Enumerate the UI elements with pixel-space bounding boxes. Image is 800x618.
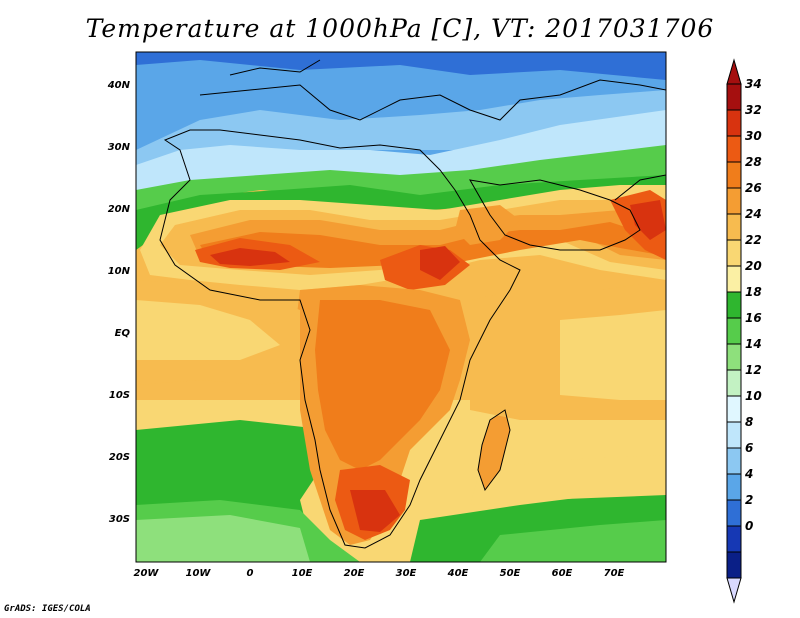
lat-label: 40N [107, 80, 131, 91]
colorbar-segment [726, 291, 742, 319]
colorbar-level-label: 16 [745, 311, 762, 325]
lat-label: EQ [115, 328, 131, 339]
colorbar-segment [726, 109, 742, 137]
colorbar-level-label: 18 [745, 285, 762, 299]
colorbar-low-arrow [726, 577, 742, 604]
colorbar-level-label: 30 [745, 129, 762, 143]
lon-label: 60E [552, 568, 573, 579]
lon-label: 20W [134, 568, 160, 579]
colorbar-level-label: 20 [745, 259, 762, 273]
lat-label: 30S [109, 514, 130, 525]
colorbar-segment [726, 369, 742, 397]
colorbar-level-label: 34 [745, 77, 762, 91]
colorbar-segment [726, 525, 742, 553]
colorbar-level-label: 2 [745, 493, 753, 507]
colorbar-segment [726, 187, 742, 215]
colorbar-segment [726, 551, 742, 579]
colorbar-level-label: 28 [745, 155, 762, 169]
colorbar-level-label: 32 [745, 103, 762, 117]
lon-label: 0 [247, 568, 254, 579]
lon-label: 40E [447, 568, 469, 579]
lat-label: 10S [109, 390, 130, 401]
colorbar-segment [726, 213, 742, 241]
lon-label: 10E [292, 568, 313, 579]
colorbar-segment [726, 421, 742, 449]
lon-axis: 20W 10W 0 10E 20E 30E 40E 50E 60E 70E [134, 568, 625, 579]
coastlines [159, 59, 666, 549]
colorbar-segment [726, 343, 742, 371]
colorbar-segment [726, 265, 742, 293]
colorbar-level-label: 0 [745, 519, 753, 533]
lon-label: 30E [396, 568, 417, 579]
colorbar-segment [726, 83, 742, 111]
colorbar-level-label: 22 [745, 233, 762, 247]
colorbar-segment [726, 239, 742, 267]
colorbar-segment [726, 447, 742, 475]
colorbar-level-label: 26 [745, 181, 762, 195]
lat-axis: 40N 30N 20N 10N EQ 10S 20S 30S [107, 80, 131, 525]
lat-label: 30N [108, 142, 131, 153]
lon-label: 20E [344, 568, 365, 579]
colorbar-level-label: 8 [745, 415, 753, 429]
colorbar-high-arrow [726, 58, 742, 85]
colorbar-segment [726, 161, 742, 189]
map-title: Temperature at 1000hPa [C], VT: 20170317… [85, 14, 715, 43]
colorbar-level-label: 14 [745, 337, 762, 351]
grads-credit: GrADS: IGES/COLA [4, 604, 91, 614]
colorbar-segment [726, 499, 742, 527]
colorbar-level-label: 12 [745, 363, 762, 377]
temperature-field [136, 52, 666, 562]
colorbar-level-label: 10 [745, 389, 762, 403]
colorbar-level-label: 6 [745, 441, 753, 455]
colorbar-level-label: 24 [745, 207, 762, 221]
colorbar-segment [726, 395, 742, 423]
colorbar-segment [726, 317, 742, 345]
lat-label: 10N [108, 266, 131, 277]
lat-label: 20N [108, 204, 131, 215]
colorbar-level-label: 4 [744, 467, 753, 481]
lon-label: 70E [604, 568, 625, 579]
colorbar-segment [726, 135, 742, 163]
lon-label: 10W [186, 568, 212, 579]
lon-label: 50E [500, 568, 521, 579]
colorbar-segment [726, 473, 742, 501]
lat-label: 20S [109, 452, 130, 463]
plot-frame [135, 51, 667, 563]
